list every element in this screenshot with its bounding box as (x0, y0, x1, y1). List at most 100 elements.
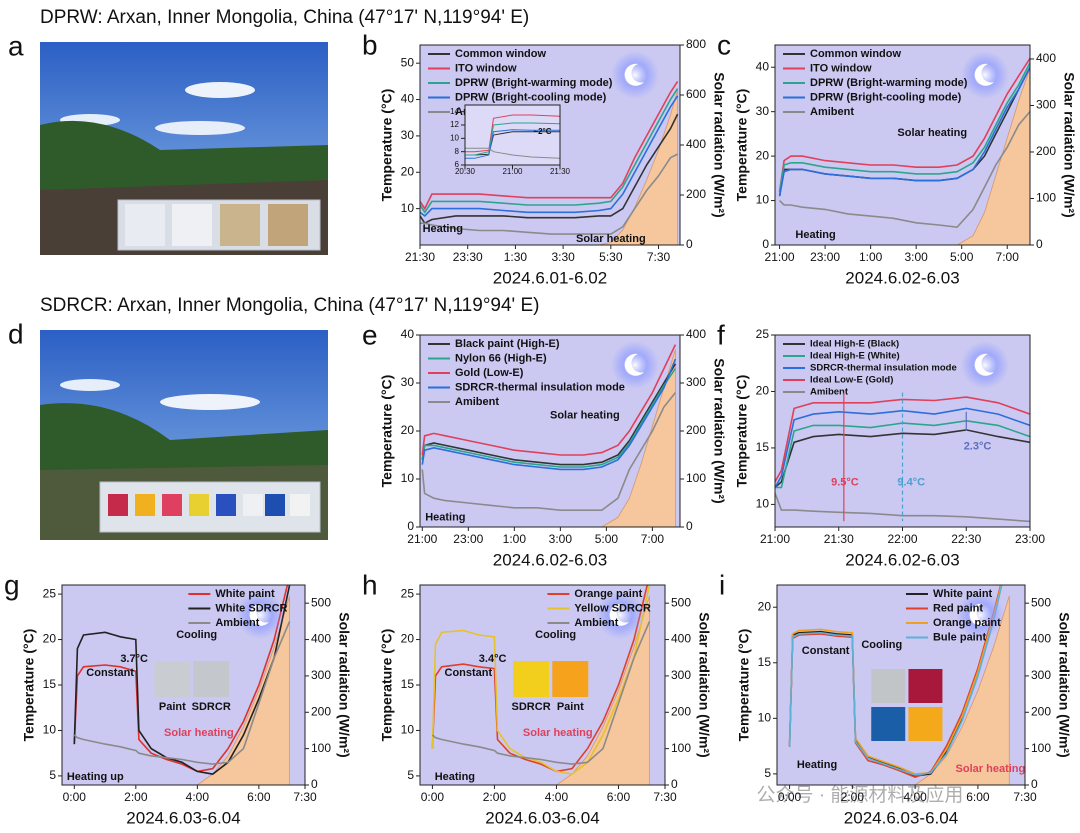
legend-label: Orange paint (574, 588, 642, 600)
x-tick-label: 4:00 (186, 790, 210, 804)
x-tick-label: 21:30 (550, 167, 571, 176)
y2-tick-label: 400 (686, 327, 706, 341)
y-tick-label: 15 (401, 677, 415, 691)
y-tick-label: 25 (756, 327, 770, 341)
y-tick-label: 50 (401, 55, 415, 69)
series-line (73, 585, 289, 773)
moon (974, 353, 994, 376)
moon (624, 353, 644, 376)
series-line (788, 585, 1003, 776)
y-tick-label: 10 (401, 201, 415, 215)
x-tick-label: 21:00 (765, 250, 795, 264)
legend-label: DPRW (Bright-warming mode) (455, 77, 613, 89)
panel-label: h (362, 569, 378, 600)
annotation: 2.3°C (964, 440, 992, 452)
y-tick-label: 5 (764, 766, 771, 780)
x-tick-label: 21:00 (760, 532, 790, 546)
y2-tick-label: 0 (311, 777, 318, 791)
legend-label: Amibent (455, 396, 499, 408)
legend-label: Common window (810, 48, 901, 60)
y-tick-label: 15 (43, 677, 57, 691)
series-line (788, 585, 1003, 775)
y-tick-label: 20 (43, 632, 57, 646)
y2-tick-label: 0 (686, 519, 693, 533)
moon (969, 603, 989, 626)
y2-tick-label: 600 (686, 87, 706, 101)
x-tick-label: 5:00 (595, 532, 619, 546)
legend-label: ITO window (455, 62, 517, 74)
x-axis-title: 2024.6.02-6.03 (845, 268, 959, 287)
series-line (788, 585, 1002, 779)
y2-tick-label: 0 (686, 237, 693, 251)
y-tick-label: 12 (450, 120, 459, 129)
y2-axis-title: Solar radiation (W/m²) (696, 612, 712, 757)
annotation: Cooling (861, 639, 902, 651)
sample-swatch (193, 661, 230, 697)
y-axis-title: Temperature (°C) (734, 375, 750, 488)
y2-tick-label: 800 (686, 37, 706, 51)
x-tick-label: 7:30 (647, 250, 671, 264)
y-tick-label: 15 (756, 440, 770, 454)
x-tick-label: 21:00 (407, 532, 437, 546)
series-line (775, 396, 1030, 483)
legend-label: Nylon 66 (High-E) (455, 352, 547, 364)
y-tick-label: 40 (756, 59, 770, 73)
legend-label: DPRW (Bright-warming mode) (810, 77, 968, 89)
moon (249, 603, 269, 626)
sample-swatch (513, 661, 550, 697)
legend-label: Ambient (215, 617, 259, 629)
y2-tick-label: 300 (671, 668, 691, 682)
x-axis-title: 2024.6.03-6.04 (844, 808, 958, 827)
sample-swatch (908, 669, 943, 703)
panel-label: i (719, 569, 725, 600)
annotation: Constant (86, 667, 134, 679)
y2-tick-label: 300 (686, 375, 706, 389)
swatch-label: Paint (159, 701, 186, 713)
series-line (420, 153, 678, 235)
y-tick-label: 5 (49, 768, 56, 782)
x-tick-label: 3:00 (549, 532, 573, 546)
sample-swatch (871, 669, 906, 703)
series-line (421, 344, 677, 456)
x-tick-label: 21:00 (502, 167, 523, 176)
y2-tick-label: 400 (686, 137, 706, 151)
y2-tick-label: 100 (1031, 741, 1051, 755)
x-tick-label: 5:30 (599, 250, 623, 264)
solar-area (420, 89, 679, 245)
x-axis-title: 2024.6.02-6.03 (845, 550, 959, 569)
y-tick-label: 10 (401, 723, 415, 737)
x-tick-label: 2:00 (124, 790, 148, 804)
annotation: Solar heating (956, 763, 1026, 775)
sample-swatch (552, 661, 589, 697)
series-line (421, 363, 677, 466)
series-line (775, 407, 1030, 488)
x-tick-label: 3:30 (551, 250, 575, 264)
legend-label: Yellow SDRCR (574, 602, 650, 614)
plot-area (421, 344, 677, 527)
y-tick-label: 40 (401, 327, 415, 341)
x-tick-label: 2:00 (841, 790, 865, 804)
y2-tick-label: 0 (1031, 777, 1038, 791)
y2-tick-label: 200 (686, 423, 706, 437)
annotation: Solar heating (550, 410, 620, 422)
legend-label: ITO window (810, 62, 872, 74)
x-tick-label: 7:00 (641, 532, 665, 546)
y2-tick-label: 300 (311, 668, 331, 682)
annotation: Heating (797, 759, 837, 771)
y2-tick-label: 200 (1036, 144, 1056, 158)
annotation: Solar heating (576, 233, 646, 245)
annotation: Heating (425, 511, 465, 523)
y-tick-label: 6 (455, 160, 460, 169)
y-tick-label: 10 (43, 723, 57, 737)
panel-label: b (362, 29, 378, 60)
moon (624, 63, 644, 86)
x-tick-label: 22:00 (887, 532, 917, 546)
annotation: 9.4°C (897, 477, 925, 489)
y2-tick-label: 100 (671, 741, 691, 755)
legend-label: Common window (455, 48, 546, 60)
legend-label: DPRW (Bright-cooling mode) (455, 91, 607, 103)
x-tick-label: 21:30 (824, 532, 854, 546)
swatch-label: SDRCR (512, 701, 551, 713)
series-line (420, 95, 679, 217)
